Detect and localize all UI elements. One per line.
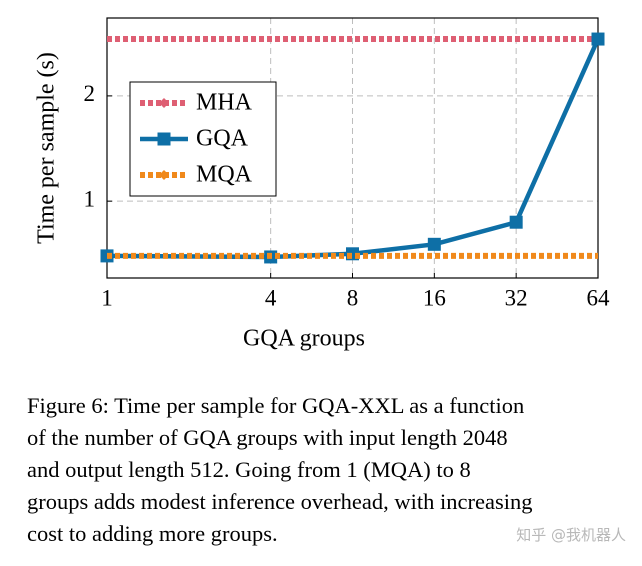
- chart: GQA groups Time per sample (s) 1 4 8 16 32 64…: [34, 17, 611, 352]
- y-tick-label: 2: [84, 81, 96, 106]
- y-tick-label: 1: [84, 186, 96, 211]
- x-tick-label: 4: [265, 285, 277, 310]
- legend-label: MQA: [196, 162, 253, 188]
- x-tick-label: 32: [505, 285, 528, 310]
- marker: [591, 32, 605, 46]
- x-tick-label: 64: [587, 285, 611, 310]
- x-tick-label: 1: [101, 285, 113, 310]
- y-axis-label: Time per sample (s): [34, 52, 60, 244]
- caption-line: cost to adding more groups.: [27, 521, 278, 546]
- legend-label: GQA: [196, 126, 249, 152]
- marker: [427, 237, 441, 251]
- marker: [159, 170, 169, 180]
- plot-frame: [106, 17, 599, 279]
- caption-line: Figure 6: Time per sample for GQA-XXL as…: [27, 393, 525, 418]
- caption-line: groups adds modest inference overhead, w…: [27, 489, 533, 514]
- watermark: 知乎 @我机器人: [516, 526, 626, 544]
- marker: [509, 215, 523, 229]
- legend-label: MHA: [196, 90, 253, 116]
- x-tick-label: 8: [347, 285, 359, 310]
- caption-line: and output length 512. Going from 1 (MQA…: [27, 457, 471, 482]
- x-axis-label: GQA groups: [243, 326, 365, 352]
- caption: Figure 6: Time per sample for GQA-XXL as…: [27, 390, 627, 550]
- caption-line: of the number of GQA groups with input l…: [27, 425, 508, 450]
- marker: [157, 132, 171, 146]
- x-tick-label: 16: [423, 285, 446, 310]
- legend: MHA GQA MQA: [129, 81, 277, 197]
- marker: [159, 98, 169, 108]
